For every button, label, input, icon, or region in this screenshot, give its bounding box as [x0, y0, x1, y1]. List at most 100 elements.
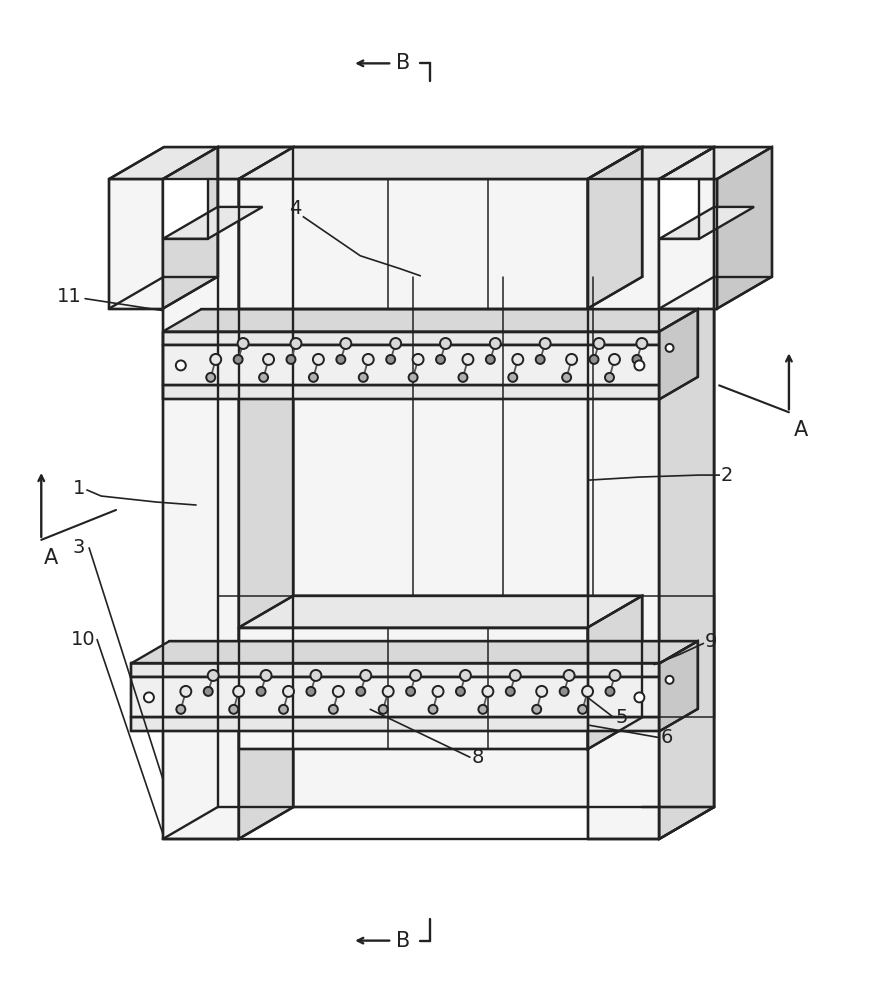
Polygon shape: [163, 147, 218, 309]
Circle shape: [409, 373, 417, 382]
Polygon shape: [588, 147, 642, 309]
Circle shape: [390, 338, 401, 349]
Text: 10: 10: [70, 630, 95, 649]
Circle shape: [307, 687, 316, 696]
Polygon shape: [717, 147, 772, 309]
Polygon shape: [131, 677, 659, 717]
Circle shape: [257, 687, 266, 696]
Polygon shape: [659, 641, 698, 731]
Circle shape: [363, 354, 374, 365]
Circle shape: [286, 355, 295, 364]
Polygon shape: [163, 345, 659, 385]
Circle shape: [606, 687, 615, 696]
Circle shape: [665, 344, 673, 352]
Polygon shape: [218, 147, 714, 807]
Polygon shape: [109, 147, 218, 179]
Circle shape: [283, 686, 294, 697]
Circle shape: [229, 705, 238, 714]
Polygon shape: [659, 179, 699, 239]
Circle shape: [259, 373, 268, 382]
Circle shape: [593, 338, 605, 349]
Circle shape: [206, 373, 215, 382]
Text: 9: 9: [705, 632, 717, 651]
Polygon shape: [588, 147, 714, 179]
Polygon shape: [588, 596, 642, 749]
Circle shape: [203, 687, 212, 696]
Circle shape: [428, 705, 438, 714]
Circle shape: [234, 355, 243, 364]
Circle shape: [291, 338, 301, 349]
Circle shape: [333, 686, 343, 697]
Circle shape: [237, 338, 249, 349]
Text: A: A: [44, 548, 58, 568]
Polygon shape: [163, 332, 659, 345]
Circle shape: [582, 686, 593, 697]
Circle shape: [512, 354, 524, 365]
Circle shape: [336, 355, 345, 364]
Circle shape: [490, 338, 500, 349]
Polygon shape: [163, 207, 262, 239]
Polygon shape: [659, 179, 717, 309]
Polygon shape: [659, 309, 698, 399]
Polygon shape: [163, 179, 239, 839]
Circle shape: [329, 705, 338, 714]
Polygon shape: [163, 147, 293, 179]
Text: A: A: [794, 420, 808, 440]
Circle shape: [609, 354, 620, 365]
Circle shape: [508, 373, 517, 382]
Circle shape: [356, 687, 365, 696]
Circle shape: [458, 373, 467, 382]
Circle shape: [177, 705, 186, 714]
Text: 3: 3: [73, 538, 86, 557]
Circle shape: [590, 355, 599, 364]
Polygon shape: [239, 628, 588, 749]
Polygon shape: [131, 663, 659, 677]
Circle shape: [180, 686, 191, 697]
Circle shape: [260, 670, 271, 681]
Polygon shape: [163, 385, 659, 399]
Text: 5: 5: [615, 708, 628, 727]
Circle shape: [233, 686, 244, 697]
Circle shape: [462, 354, 474, 365]
Circle shape: [456, 687, 465, 696]
Circle shape: [536, 686, 547, 697]
Circle shape: [359, 373, 368, 382]
Circle shape: [634, 360, 644, 370]
Circle shape: [533, 705, 541, 714]
Text: 8: 8: [472, 748, 484, 767]
Text: 2: 2: [721, 466, 733, 485]
Circle shape: [310, 670, 321, 681]
Polygon shape: [109, 179, 163, 309]
Text: B: B: [396, 931, 410, 951]
Text: 1: 1: [73, 479, 86, 498]
Circle shape: [665, 676, 673, 684]
Circle shape: [486, 355, 495, 364]
Circle shape: [540, 338, 550, 349]
Circle shape: [413, 354, 424, 365]
Circle shape: [506, 687, 515, 696]
Circle shape: [483, 686, 493, 697]
Polygon shape: [659, 147, 714, 839]
Circle shape: [562, 373, 571, 382]
Circle shape: [609, 670, 621, 681]
Circle shape: [309, 373, 318, 382]
Circle shape: [536, 355, 545, 364]
Circle shape: [211, 354, 221, 365]
Polygon shape: [588, 179, 659, 839]
Circle shape: [406, 687, 415, 696]
Circle shape: [279, 705, 288, 714]
Polygon shape: [239, 596, 642, 628]
Circle shape: [313, 354, 324, 365]
Text: 4: 4: [289, 199, 301, 218]
Circle shape: [360, 670, 371, 681]
Circle shape: [433, 686, 443, 697]
Polygon shape: [659, 207, 754, 239]
Polygon shape: [239, 147, 642, 179]
Circle shape: [386, 355, 395, 364]
Polygon shape: [239, 147, 293, 839]
Circle shape: [263, 354, 274, 365]
Circle shape: [176, 360, 186, 370]
Polygon shape: [131, 641, 698, 663]
Circle shape: [341, 338, 351, 349]
Polygon shape: [659, 147, 772, 179]
